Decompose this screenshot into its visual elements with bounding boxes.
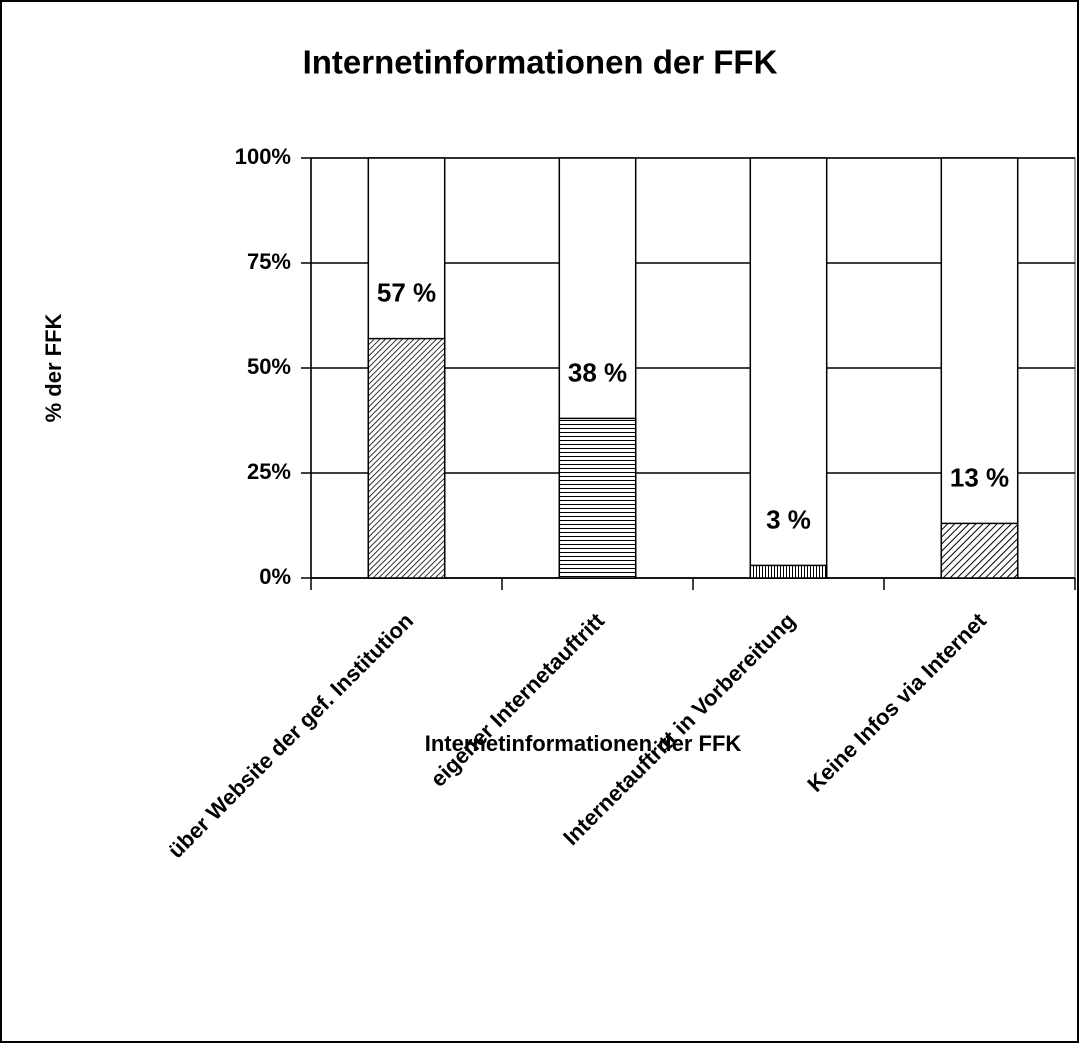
y-axis-label: % der FFK (41, 314, 66, 423)
y-tick-label: 100% (235, 144, 291, 169)
data-label: 3 % (766, 504, 811, 534)
y-tick-label: 25% (247, 459, 291, 484)
bar (367, 337, 446, 579)
bar-frame (940, 157, 1019, 579)
bar (749, 564, 828, 579)
chart-title: Internetinformationen der FFK (303, 44, 778, 81)
y-tick-label: 75% (247, 249, 291, 274)
data-label: 13 % (950, 462, 1009, 492)
y-tick-label: 50% (247, 354, 291, 379)
data-label: 38 % (568, 357, 627, 387)
x-axis-label: Internetinformationen der FFK (425, 731, 742, 756)
data-label: 57 % (377, 277, 436, 307)
bar (940, 522, 1019, 579)
bar (558, 417, 637, 579)
y-tick-label: 0% (259, 564, 291, 589)
